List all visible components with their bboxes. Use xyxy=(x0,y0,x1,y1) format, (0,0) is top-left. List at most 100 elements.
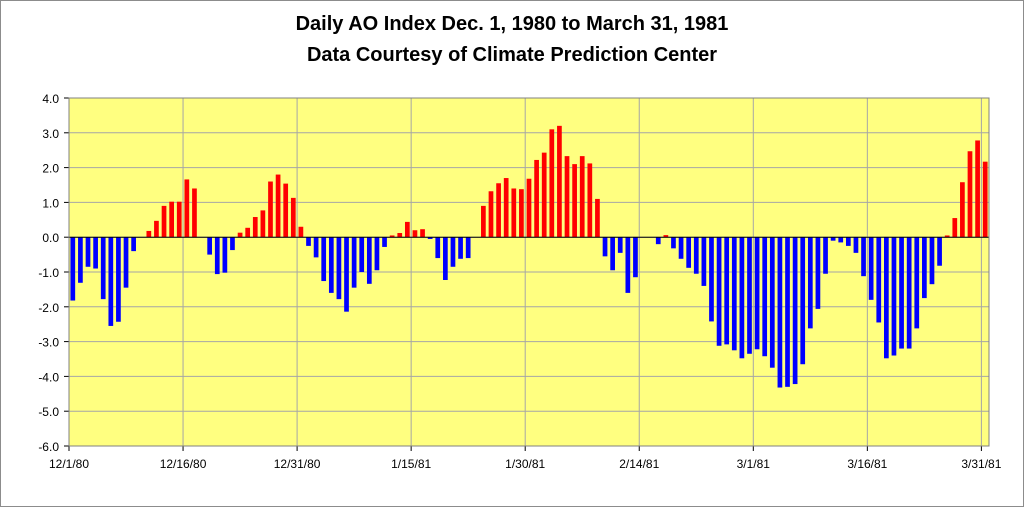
bar xyxy=(815,237,821,309)
bar xyxy=(351,237,357,288)
bar xyxy=(397,233,403,238)
y-tick-label: -4.0 xyxy=(38,370,59,384)
y-tick-label: 4.0 xyxy=(42,92,59,106)
bar xyxy=(914,237,920,329)
y-tick-label: 2.0 xyxy=(42,162,59,176)
bar xyxy=(868,237,874,300)
bar xyxy=(344,237,349,312)
x-tick-label: 3/16/81 xyxy=(847,457,887,471)
bar xyxy=(610,237,615,271)
bar xyxy=(230,237,235,251)
bar xyxy=(701,237,707,286)
bar xyxy=(382,237,387,247)
bar xyxy=(876,237,882,323)
bar xyxy=(557,125,562,238)
bar xyxy=(313,237,319,258)
bar xyxy=(503,178,509,238)
bar xyxy=(830,237,836,241)
axes xyxy=(64,97,990,451)
bar xyxy=(944,235,950,238)
x-tick-label: 1/15/81 xyxy=(391,457,431,471)
bar xyxy=(617,237,623,253)
bar xyxy=(268,181,273,238)
bar xyxy=(131,237,136,252)
bar xyxy=(252,217,258,238)
bar xyxy=(443,237,448,280)
bar xyxy=(245,227,251,238)
bar xyxy=(184,179,190,238)
bar xyxy=(283,183,289,238)
bar xyxy=(823,237,828,274)
bar xyxy=(952,218,958,238)
bar xyxy=(716,237,722,346)
bar xyxy=(222,237,228,273)
bar xyxy=(564,156,570,238)
bar xyxy=(237,232,243,238)
bar xyxy=(161,205,167,238)
x-tick-label: 12/31/80 xyxy=(274,457,321,471)
bar xyxy=(116,237,121,322)
bar xyxy=(663,235,669,238)
plot-border xyxy=(68,97,990,447)
x-tick-label: 3/31/81 xyxy=(961,457,1001,471)
bar xyxy=(93,237,98,269)
bar xyxy=(458,237,463,259)
x-tick-label: 12/16/80 xyxy=(160,457,207,471)
bar xyxy=(861,237,866,277)
bar xyxy=(709,237,714,322)
x-tick-label: 1/30/81 xyxy=(505,457,545,471)
bar xyxy=(496,183,501,238)
bars xyxy=(70,125,988,388)
tick-labels: 4.0 3.0 2.0 1.0 0.0 -1.0 -2.0 -3.0 -4.0 -5.0 -6.0 1… xyxy=(38,92,1001,471)
bar xyxy=(785,237,790,387)
bar xyxy=(70,237,76,301)
bar xyxy=(541,152,547,238)
bar xyxy=(534,159,539,238)
bar xyxy=(731,237,737,351)
bar xyxy=(214,237,220,275)
bar xyxy=(587,163,593,238)
bar xyxy=(404,221,410,238)
bar xyxy=(207,237,213,255)
bar xyxy=(290,197,296,238)
y-tick-label: -2.0 xyxy=(38,301,59,315)
bar xyxy=(671,237,676,249)
bar xyxy=(693,237,699,274)
bar xyxy=(526,178,532,238)
bar xyxy=(602,237,608,257)
bar xyxy=(321,237,327,282)
bar xyxy=(754,237,760,350)
bar xyxy=(655,237,661,245)
bar xyxy=(328,237,334,293)
bar xyxy=(427,237,433,239)
bar xyxy=(123,237,129,288)
bar xyxy=(982,161,988,238)
x-tick-label: 2/14/81 xyxy=(619,457,659,471)
y-tick-label: 3.0 xyxy=(42,127,59,141)
chart-title: Daily AO Index Dec. 1, 1980 to March 31,… xyxy=(295,13,729,35)
bar xyxy=(359,237,365,272)
bar xyxy=(78,237,83,283)
bar xyxy=(762,237,768,357)
bar xyxy=(366,237,372,284)
bar xyxy=(792,237,798,385)
bar xyxy=(739,237,745,359)
bar xyxy=(686,237,692,268)
bar xyxy=(260,210,266,238)
bar xyxy=(465,237,471,259)
bar xyxy=(519,189,524,238)
bar xyxy=(435,237,441,259)
bar xyxy=(633,237,638,278)
bar xyxy=(922,237,927,299)
bar xyxy=(845,237,851,246)
bar xyxy=(595,198,600,238)
bar xyxy=(906,237,912,349)
bar xyxy=(807,237,813,329)
bar xyxy=(100,237,106,300)
bar xyxy=(891,237,897,356)
bar xyxy=(450,237,456,267)
bar xyxy=(420,229,425,238)
bar xyxy=(884,237,889,359)
bar xyxy=(899,237,904,349)
